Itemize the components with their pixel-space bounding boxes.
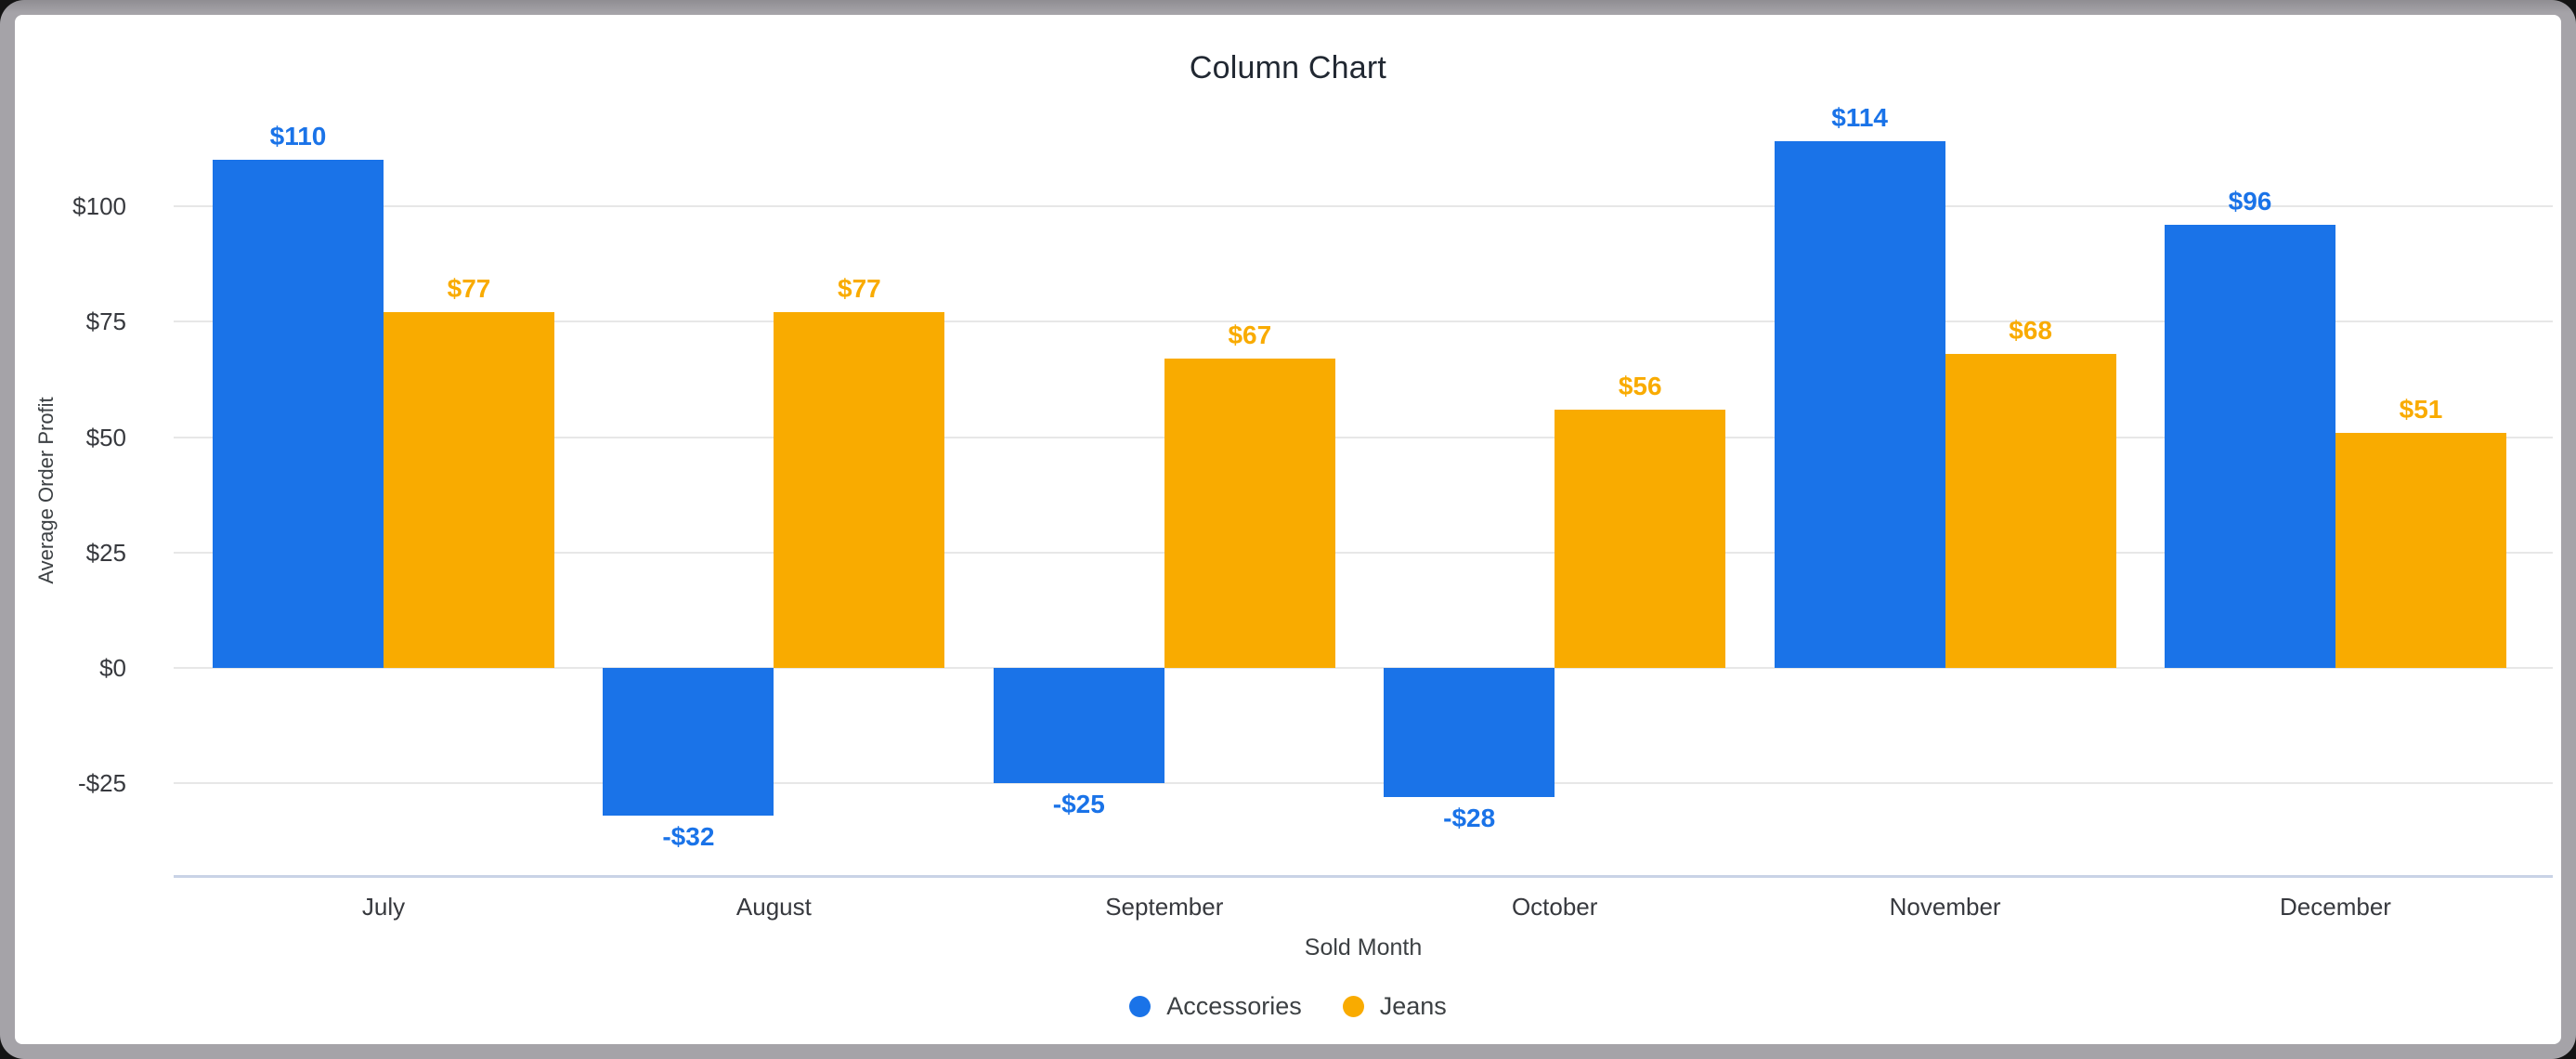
legend-label: Jeans [1379,992,1447,1020]
legend-item-jeans[interactable]: Jeans [1342,992,1447,1021]
y-tick-label: $0 [99,654,126,682]
bar-jeans-december[interactable] [2335,432,2506,668]
bar-jeans-july[interactable] [384,312,554,668]
bar-jeans-august[interactable] [774,312,945,668]
x-tick-label: November [1889,893,2001,921]
bar-accessories-december[interactable] [2165,224,2335,668]
y-tick-label: $100 [72,192,126,220]
bar-value-label: -$28 [1443,804,1496,833]
y-tick-label: -$25 [77,769,126,798]
legend-label: Accessories [1166,992,1302,1020]
bar-jeans-october[interactable] [1555,409,1726,668]
gridline [174,436,2553,438]
bar-value-label: -$25 [1052,790,1105,819]
x-tick-label: October [1511,893,1598,921]
bar-accessories-august[interactable] [603,668,774,817]
x-tick-label: July [361,893,406,921]
bar-value-label: $77 [838,274,881,304]
bar-accessories-october[interactable] [1384,668,1555,798]
chart-title: Column Chart [1189,50,1387,85]
gridline [174,205,2553,207]
bar-jeans-november[interactable] [1945,354,2116,668]
bar-value-label: $67 [1228,320,1272,349]
bar-value-label: $110 [269,122,327,151]
legend: Accessories Jeans [15,992,2561,1021]
x-axis-line [174,875,2553,878]
bar-jeans-september[interactable] [1164,359,1335,668]
bar-value-label: $68 [2009,316,2052,346]
gridline [174,551,2553,554]
bar-accessories-november[interactable] [1774,141,1945,668]
bar-value-label: $51 [2399,394,2443,424]
x-tick-label: December [2280,893,2391,921]
legend-item-accessories[interactable]: Accessories [1129,992,1302,1021]
gridline [174,782,2553,785]
bar-accessories-july[interactable] [213,160,384,668]
bar-value-label: -$32 [662,822,715,852]
accessories-series-dot-icon [1129,996,1151,1017]
bar-value-label: $77 [447,274,491,304]
chart-canvas: Column Chart Average Order Profit $100 $7… [15,15,2561,1044]
x-tick-label: August [735,893,812,921]
bar-value-label: $96 [2228,186,2272,216]
bar-value-label: $114 [1831,103,1888,133]
y-tick-label: $50 [85,423,126,451]
bar-accessories-september[interactable] [993,668,1164,784]
x-axis-title: Sold Month [1304,935,1423,961]
bar-value-label: $56 [1618,371,1662,400]
gridline [174,320,2553,323]
y-tick-label: $75 [85,307,126,336]
x-tick-label: September [1105,893,1224,921]
jeans-series-dot-icon [1342,996,1364,1017]
y-tick-label: $25 [85,538,126,567]
gridline [174,667,2553,669]
